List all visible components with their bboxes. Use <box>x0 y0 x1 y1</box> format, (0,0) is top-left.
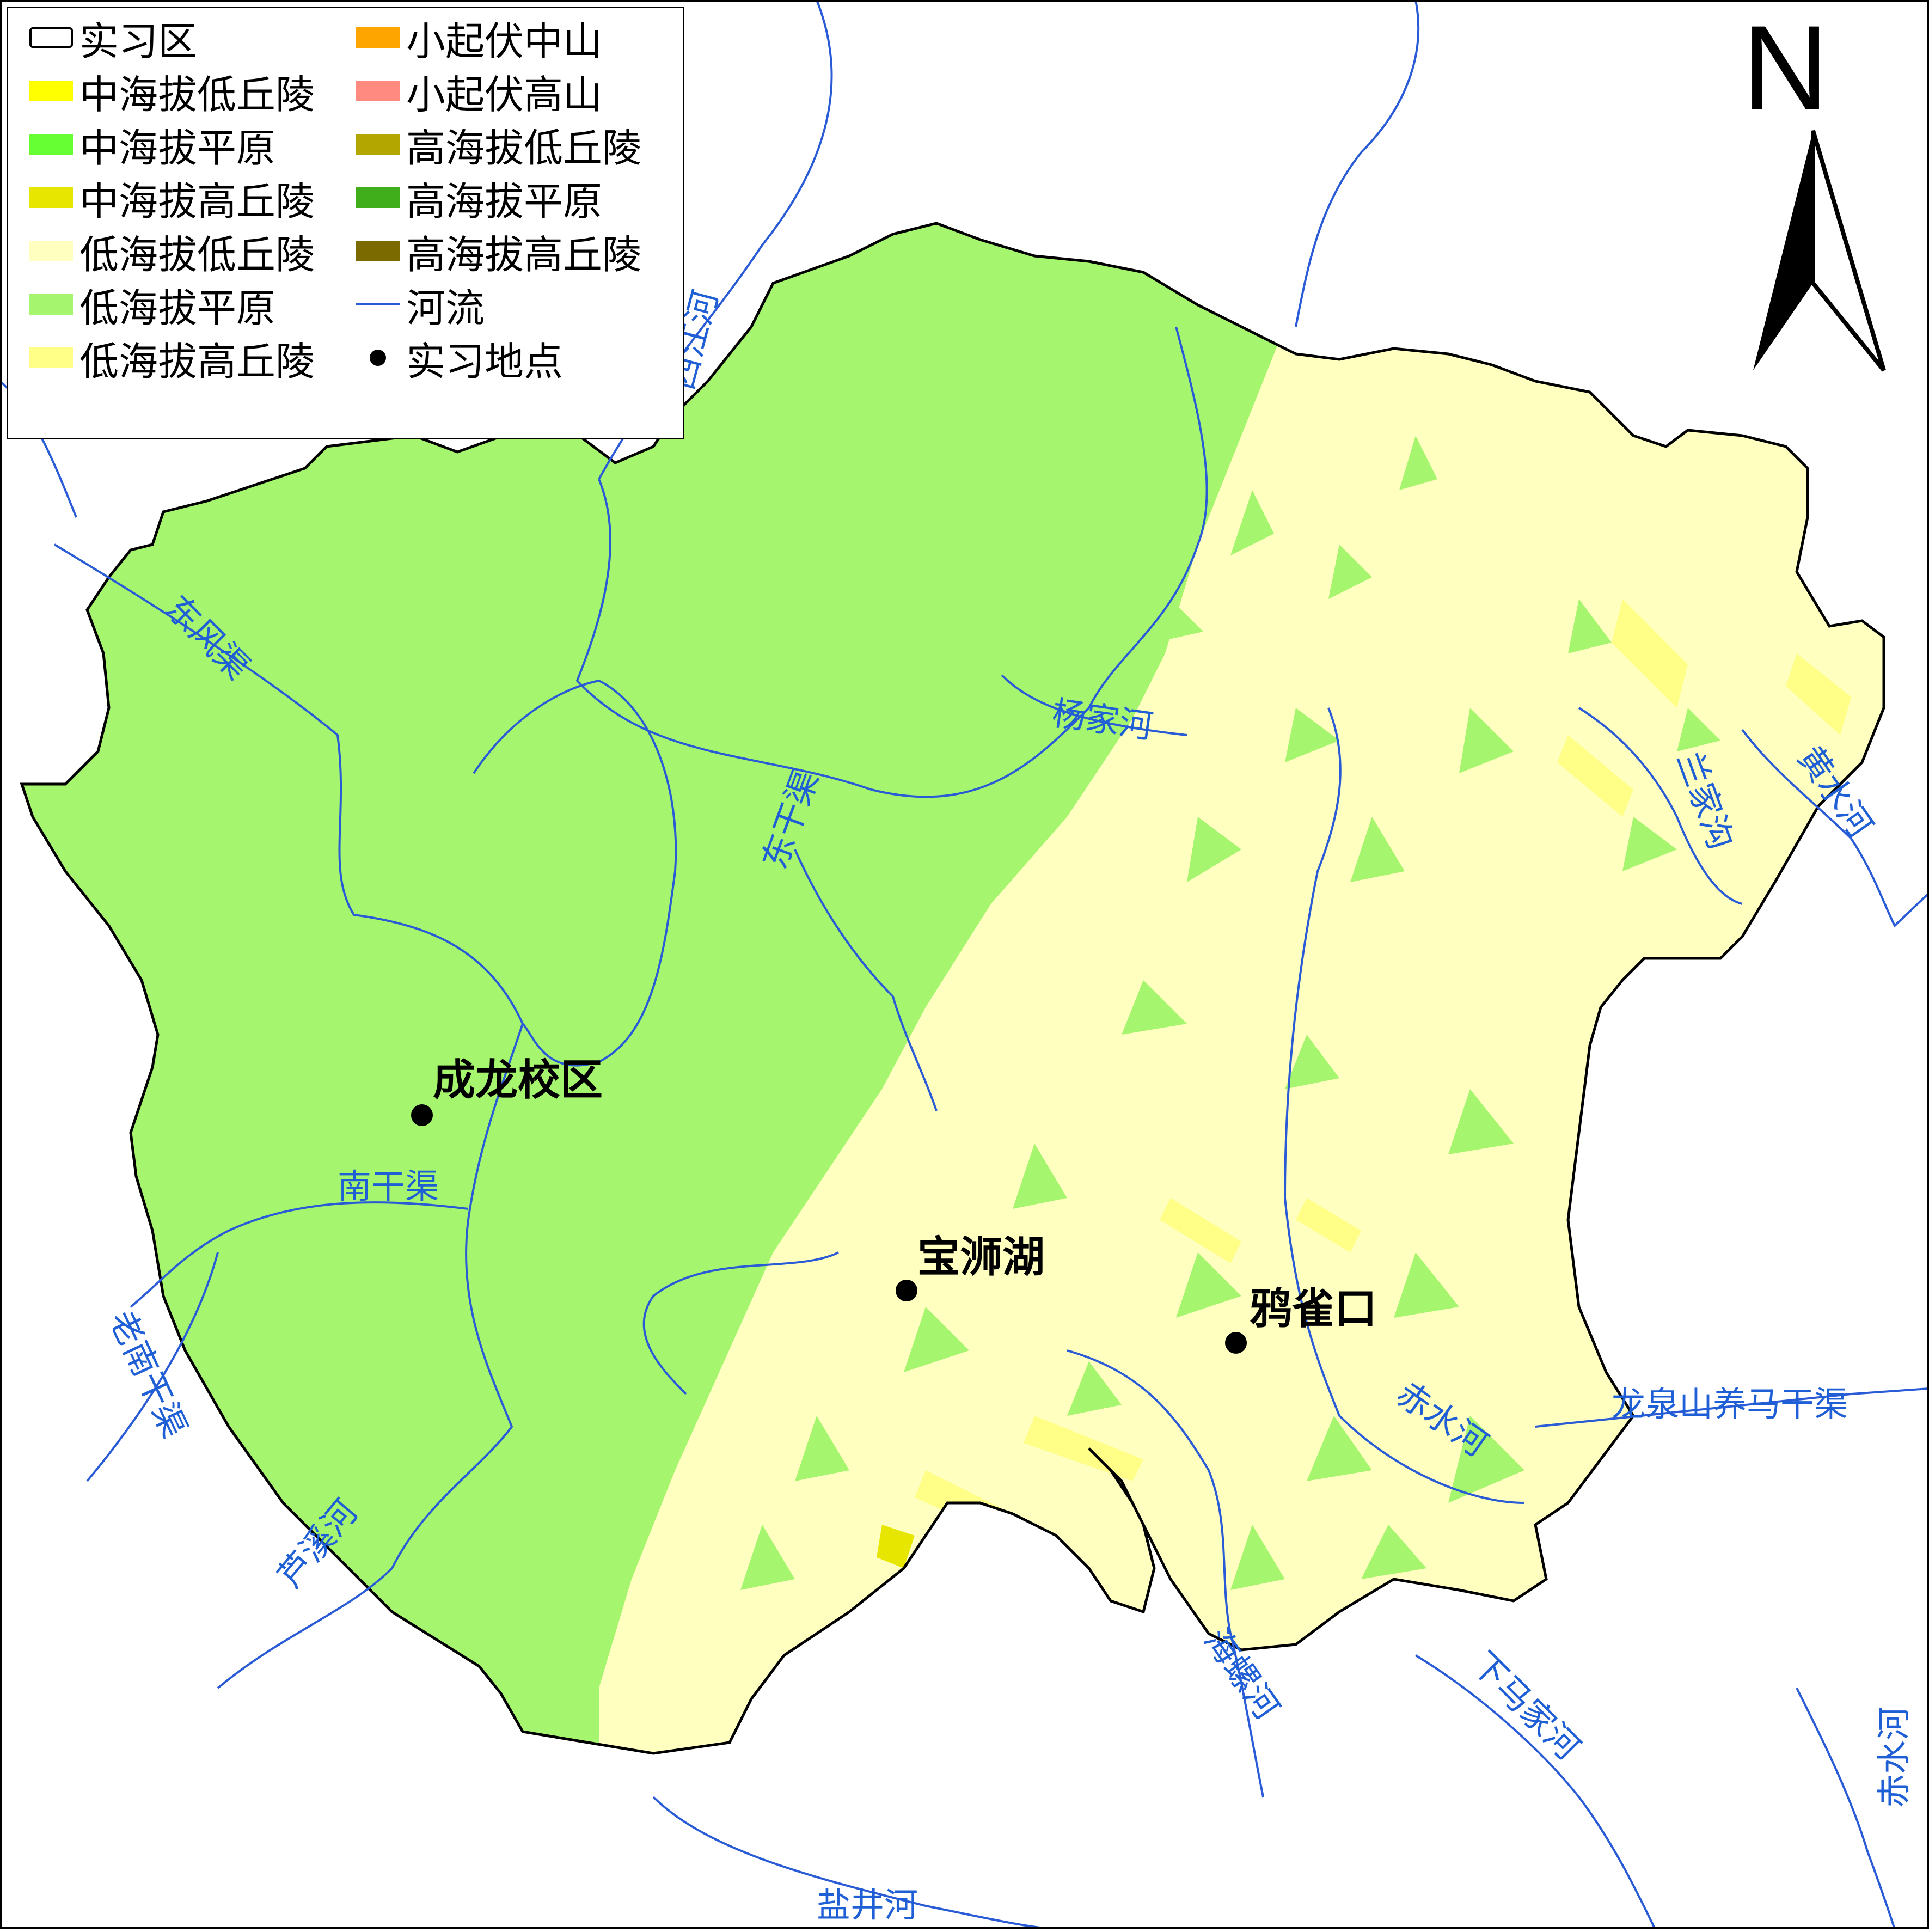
river-south-channel <box>642 1251 839 1395</box>
river-label-xiamajia: 下马家河 <box>1464 1644 1588 1768</box>
north-arrow-label: N <box>1742 1 1829 134</box>
legend-swatch <box>29 134 73 155</box>
north-arrow-right-half <box>1811 130 1886 372</box>
legend-label: 实习区 <box>79 18 198 64</box>
legend-item: 中海拔高丘陵 <box>29 173 315 224</box>
legend-label: 河流 <box>406 285 485 331</box>
legend-item: 实习区 <box>29 13 197 64</box>
plain-patches <box>740 436 1720 1590</box>
river-label-longquan: 龙泉山养马干渠 <box>1612 1384 1848 1424</box>
river-label-chishui-south: 赤水河 <box>1874 1707 1914 1808</box>
river-laonan <box>86 1252 219 1482</box>
legend-swatch <box>29 81 73 101</box>
legend-swatch <box>29 27 73 48</box>
place-label-chenglong: 成龙校区 <box>433 1056 603 1105</box>
river-label-nangan: 南干渠 <box>338 1166 439 1206</box>
legend-item: 高海拔低丘陵 <box>356 120 641 171</box>
river-haluo <box>1067 1349 1264 1798</box>
legend-swatch <box>356 187 400 208</box>
river-donggan-south <box>794 849 938 1111</box>
legend-label: 中海拔低丘陵 <box>79 71 315 118</box>
legend-item: 高海拔高丘陵 <box>356 227 641 278</box>
river-nangan <box>130 1201 469 1308</box>
place-dot-chenglong[interactable] <box>411 1104 433 1126</box>
legend-item: 中海拔平原 <box>29 120 275 171</box>
places: 成龙校区 宝浉湖 鸦雀口 <box>411 1056 1377 1354</box>
river-luxi <box>217 1219 513 1689</box>
river-huangshui <box>1741 729 1929 928</box>
legend-item: 实习地点 <box>356 333 563 384</box>
river-label-yanjing: 盐井河 <box>817 1885 918 1925</box>
legend-item: 小起伏高山 <box>356 66 602 118</box>
legend-swatch <box>356 27 400 48</box>
legend-label: 实习地点 <box>406 338 564 384</box>
river-lanjia <box>1578 707 1743 905</box>
legend-item: 小起伏中山 <box>356 13 602 64</box>
north-arrow-left-half <box>1753 131 1813 370</box>
legend-label: 低海拔低丘陵 <box>79 231 315 278</box>
mid-high-hill-patch <box>877 1525 915 1568</box>
legend-label: 小起伏中山 <box>406 18 603 64</box>
legend-item: 中海拔低丘陵 <box>29 66 315 118</box>
river-chishui <box>1283 707 1525 1504</box>
legend-item: 高海拔平原 <box>356 173 602 224</box>
legend-item: 低海拔平原 <box>29 280 275 331</box>
legend-swatch <box>356 347 400 368</box>
legend-label: 小起伏高山 <box>406 71 603 118</box>
place-label-baoshihu: 宝浉湖 <box>917 1233 1045 1282</box>
legend-item: 河流 <box>356 280 485 331</box>
legend-label: 高海拔低丘陵 <box>406 125 642 171</box>
legend-item: 低海拔低丘陵 <box>29 227 315 278</box>
legend: 实习区 中海拔低丘陵 中海拔平原 中海拔高丘陵 低海拔低丘陵 低海拔平原 低海拔… <box>7 7 684 439</box>
river-dongfeng <box>53 543 524 1220</box>
legend-label: 低海拔高丘陵 <box>79 338 315 384</box>
legend-item: 低海拔高丘陵 <box>29 333 315 384</box>
river-yangjia <box>575 326 1208 798</box>
place-dot-baoshihu[interactable] <box>896 1280 917 1301</box>
legend-label: 低海拔平原 <box>79 285 276 331</box>
river-chishui-south <box>1796 1688 1896 1930</box>
legend-swatch <box>356 241 400 261</box>
low-low-hill-zone <box>599 272 1884 1753</box>
legend-swatch <box>29 187 73 208</box>
river-xiamajia <box>1414 1654 1656 1930</box>
river-yangjia-east <box>1001 674 1187 736</box>
legend-swatch <box>29 347 73 368</box>
legend-label: 高海拔高丘陵 <box>406 231 642 278</box>
river-north-east <box>1295 0 1420 327</box>
place-label-yaquekou: 鸦雀口 <box>1250 1285 1377 1334</box>
legend-swatch <box>29 294 73 315</box>
legend-swatch <box>356 134 400 155</box>
high-hill-streaks <box>915 599 1851 1546</box>
river-longquan <box>1535 1387 1929 1428</box>
river-donggan <box>473 679 677 1067</box>
legend-label: 中海拔高丘陵 <box>79 178 315 224</box>
place-dot-yaquekou[interactable] <box>1225 1332 1247 1354</box>
legend-label: 中海拔平原 <box>79 125 276 171</box>
legend-swatch <box>29 241 73 261</box>
legend-swatch <box>356 81 400 101</box>
study-region-boundary <box>20 222 1885 1755</box>
river-yanjing <box>652 1796 1062 1930</box>
legend-swatch <box>356 303 400 305</box>
legend-label: 高海拔平原 <box>406 178 603 224</box>
north-arrow: N <box>1742 1 1886 372</box>
